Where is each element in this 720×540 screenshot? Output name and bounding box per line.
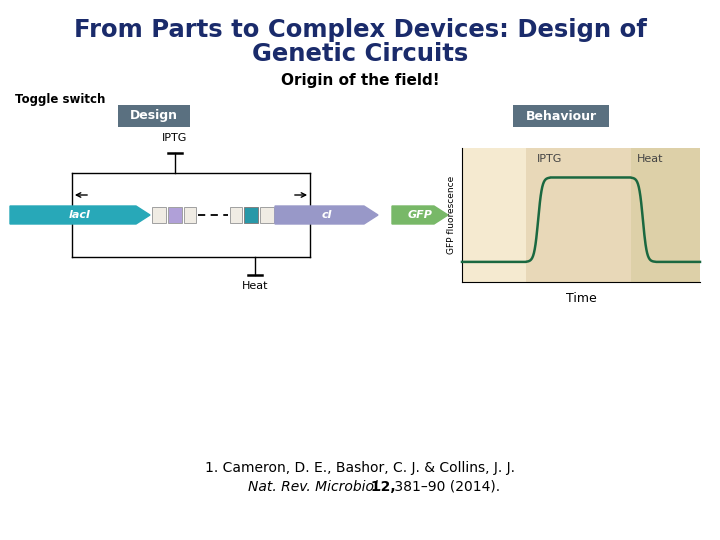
Text: IPTG: IPTG [537, 154, 563, 164]
Bar [184, 207, 196, 223]
Text: Design: Design [130, 110, 178, 123]
Bar [168, 207, 182, 223]
Text: Nat. Rev. Microbiol.: Nat. Rev. Microbiol. [248, 480, 382, 494]
FancyBboxPatch shape [118, 105, 190, 127]
Bar [152, 207, 166, 223]
FancyArrow shape [275, 206, 378, 224]
Text: Origin of the field!: Origin of the field! [281, 72, 439, 87]
Text: IPTG: IPTG [162, 133, 188, 143]
Bar [631, 148, 700, 282]
Bar [526, 148, 631, 282]
Text: Genetic Circuits: Genetic Circuits [252, 42, 468, 66]
Bar [260, 207, 274, 223]
Text: From Parts to Complex Devices: Design of: From Parts to Complex Devices: Design of [73, 18, 647, 42]
Text: Time: Time [566, 292, 596, 305]
Text: Heat: Heat [636, 154, 663, 164]
Text: 381–90 (2014).: 381–90 (2014). [390, 480, 500, 494]
Text: Toggle switch: Toggle switch [15, 93, 105, 106]
FancyBboxPatch shape [513, 105, 609, 127]
Text: 1. Cameron, D. E., Bashor, C. J. & Collins, J. J.: 1. Cameron, D. E., Bashor, C. J. & Colli… [205, 461, 515, 475]
Bar [230, 207, 242, 223]
Text: Behaviour: Behaviour [526, 110, 597, 123]
FancyArrow shape [10, 206, 150, 224]
FancyArrow shape [392, 206, 448, 224]
Text: 12,: 12, [366, 480, 395, 494]
Text: GFP: GFP [408, 210, 433, 220]
Text: lacI: lacI [69, 210, 91, 220]
Text: GFP fluorescence: GFP fluorescence [446, 176, 456, 254]
Bar [244, 207, 258, 223]
Text: Heat: Heat [242, 281, 269, 291]
Bar [462, 148, 526, 282]
Text: cI: cI [321, 210, 332, 220]
